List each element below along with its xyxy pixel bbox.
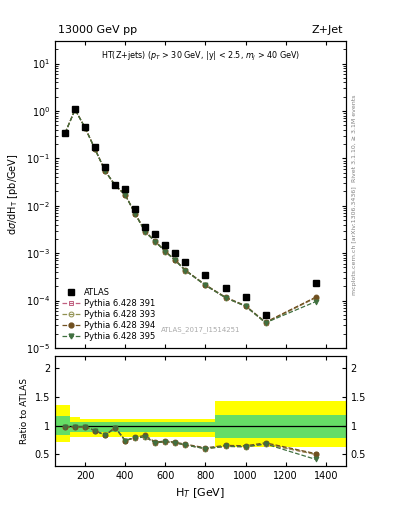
Line: Pythia 6.428 395: Pythia 6.428 395 [65, 110, 316, 323]
Text: Z+Jet: Z+Jet [311, 25, 343, 35]
Legend: ATLAS, Pythia 6.428 391, Pythia 6.428 393, Pythia 6.428 394, Pythia 6.428 395: ATLAS, Pythia 6.428 391, Pythia 6.428 39… [58, 285, 159, 345]
Pythia 6.428 393 [173, 258, 178, 264]
Pythia 6.428 394 [123, 192, 128, 198]
Pythia 6.428 394 [73, 106, 77, 113]
Pythia 6.428 395 [73, 106, 77, 113]
Pythia 6.428 391 [243, 303, 248, 309]
Pythia 6.428 394 [173, 257, 178, 263]
Pythia 6.428 393 [263, 319, 268, 326]
Pythia 6.428 394 [113, 182, 118, 188]
Pythia 6.428 391 [133, 211, 138, 217]
Pythia 6.428 395 [83, 125, 88, 131]
Text: mcplots.cern.ch [arXiv:1306.3436]: mcplots.cern.ch [arXiv:1306.3436] [352, 186, 357, 295]
Line: Pythia 6.428 393: Pythia 6.428 393 [65, 110, 316, 323]
Pythia 6.428 394 [163, 248, 168, 254]
Pythia 6.428 393 [113, 182, 118, 188]
Pythia 6.428 393 [163, 248, 168, 254]
Pythia 6.428 394 [103, 168, 108, 174]
Pythia 6.428 395 [133, 211, 138, 217]
Pythia 6.428 393 [63, 130, 68, 136]
Pythia 6.428 393 [143, 229, 148, 235]
Pythia 6.428 391 [203, 282, 208, 288]
Pythia 6.428 395 [153, 239, 158, 245]
Text: 13000 GeV pp: 13000 GeV pp [58, 25, 137, 35]
Text: HT(Z+jets) ($p_T$ > 30 GeV, |y| < 2.5, $m_j$ > 40 GeV): HT(Z+jets) ($p_T$ > 30 GeV, |y| < 2.5, $… [101, 50, 300, 63]
Pythia 6.428 393 [203, 282, 208, 288]
Pythia 6.428 393 [123, 192, 128, 198]
Pythia 6.428 394 [263, 319, 268, 325]
Pythia 6.428 395 [203, 282, 208, 288]
Pythia 6.428 395 [243, 303, 248, 309]
Text: ATLAS_2017_I1514251: ATLAS_2017_I1514251 [161, 326, 240, 333]
Y-axis label: d$\sigma$/dH$_\mathrm{T}$ [pb/GeV]: d$\sigma$/dH$_\mathrm{T}$ [pb/GeV] [6, 154, 20, 235]
Pythia 6.428 395 [313, 298, 318, 305]
Pythia 6.428 393 [93, 146, 97, 153]
Pythia 6.428 393 [83, 125, 88, 131]
Pythia 6.428 394 [223, 294, 228, 300]
Pythia 6.428 393 [103, 168, 108, 174]
Pythia 6.428 393 [73, 106, 77, 113]
Pythia 6.428 395 [143, 229, 148, 235]
Pythia 6.428 393 [133, 211, 138, 217]
Pythia 6.428 395 [183, 267, 188, 273]
Pythia 6.428 394 [143, 228, 148, 234]
Pythia 6.428 393 [313, 294, 318, 301]
Pythia 6.428 391 [63, 130, 68, 136]
Pythia 6.428 391 [153, 239, 158, 245]
Pythia 6.428 391 [263, 319, 268, 326]
Pythia 6.428 395 [103, 168, 108, 174]
Pythia 6.428 391 [223, 294, 228, 301]
Pythia 6.428 395 [223, 294, 228, 301]
Pythia 6.428 391 [143, 229, 148, 235]
Pythia 6.428 394 [93, 146, 97, 153]
Pythia 6.428 395 [263, 319, 268, 326]
Pythia 6.428 394 [63, 130, 68, 136]
Text: Rivet 3.1.10, ≥ 3.1M events: Rivet 3.1.10, ≥ 3.1M events [352, 95, 357, 182]
Pythia 6.428 391 [93, 146, 97, 153]
Pythia 6.428 391 [183, 267, 188, 273]
Pythia 6.428 394 [183, 267, 188, 273]
Pythia 6.428 391 [313, 294, 318, 301]
Pythia 6.428 394 [83, 125, 88, 131]
Pythia 6.428 393 [223, 294, 228, 301]
Pythia 6.428 394 [203, 282, 208, 288]
Pythia 6.428 391 [73, 106, 77, 113]
Pythia 6.428 394 [313, 294, 318, 300]
Line: Pythia 6.428 391: Pythia 6.428 391 [65, 110, 316, 323]
Pythia 6.428 395 [173, 258, 178, 264]
Pythia 6.428 391 [83, 125, 88, 131]
Pythia 6.428 393 [183, 267, 188, 273]
Pythia 6.428 393 [243, 303, 248, 309]
Pythia 6.428 394 [243, 303, 248, 309]
Line: Pythia 6.428 394: Pythia 6.428 394 [65, 110, 316, 322]
Pythia 6.428 395 [123, 192, 128, 198]
X-axis label: H$_T$ [GeV]: H$_T$ [GeV] [175, 486, 226, 500]
Pythia 6.428 393 [153, 239, 158, 245]
Y-axis label: Ratio to ATLAS: Ratio to ATLAS [20, 378, 29, 444]
Pythia 6.428 395 [63, 130, 68, 136]
Pythia 6.428 391 [113, 182, 118, 188]
Pythia 6.428 391 [123, 192, 128, 198]
Pythia 6.428 395 [113, 182, 118, 188]
Pythia 6.428 391 [173, 258, 178, 264]
Pythia 6.428 395 [163, 248, 168, 254]
Pythia 6.428 394 [133, 210, 138, 217]
Pythia 6.428 391 [103, 168, 108, 174]
Pythia 6.428 394 [153, 238, 158, 244]
Pythia 6.428 391 [163, 248, 168, 254]
Pythia 6.428 395 [93, 146, 97, 153]
